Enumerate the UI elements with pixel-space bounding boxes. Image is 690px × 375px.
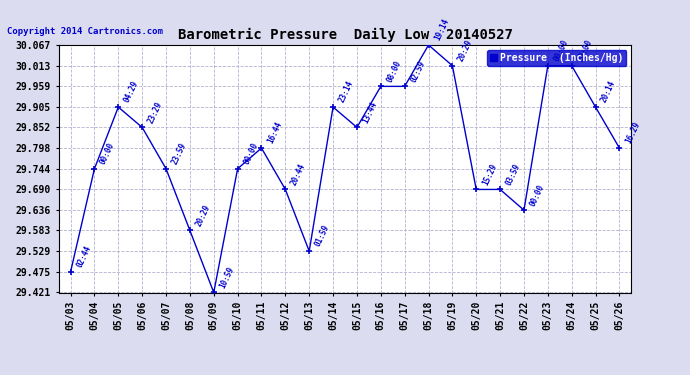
Legend: Pressure  (Inches/Hg): Pressure (Inches/Hg): [486, 50, 627, 66]
Text: 20:00: 20:00: [576, 38, 594, 63]
Text: 20:44: 20:44: [290, 162, 308, 187]
Text: 00:00: 00:00: [99, 141, 117, 166]
Text: 23:14: 23:14: [337, 80, 355, 104]
Text: 02:59: 02:59: [408, 59, 426, 84]
Text: 00:00: 00:00: [528, 183, 546, 207]
Text: 01:59: 01:59: [313, 224, 331, 248]
Text: 20:29: 20:29: [457, 38, 475, 63]
Text: 00:00: 00:00: [552, 38, 570, 63]
Text: 23:29: 23:29: [146, 100, 164, 124]
Text: 13:44: 13:44: [361, 100, 379, 124]
Text: 20:14: 20:14: [600, 80, 618, 104]
Text: 10:59: 10:59: [218, 265, 236, 290]
Text: 19:14: 19:14: [433, 18, 451, 42]
Text: 15:29: 15:29: [480, 162, 498, 187]
Text: 20:29: 20:29: [194, 203, 212, 228]
Text: 23:59: 23:59: [170, 141, 188, 166]
Text: 16:29: 16:29: [624, 120, 642, 145]
Text: Copyright 2014 Cartronics.com: Copyright 2014 Cartronics.com: [7, 27, 163, 36]
Title: Barometric Pressure  Daily Low  20140527: Barometric Pressure Daily Low 20140527: [177, 28, 513, 42]
Text: 08:00: 08:00: [385, 59, 403, 84]
Text: 00:00: 00:00: [241, 141, 259, 166]
Text: 02:44: 02:44: [75, 244, 92, 269]
Text: 16:44: 16:44: [266, 120, 284, 145]
Text: 04:29: 04:29: [122, 80, 140, 104]
Text: 03:59: 03:59: [504, 162, 522, 187]
